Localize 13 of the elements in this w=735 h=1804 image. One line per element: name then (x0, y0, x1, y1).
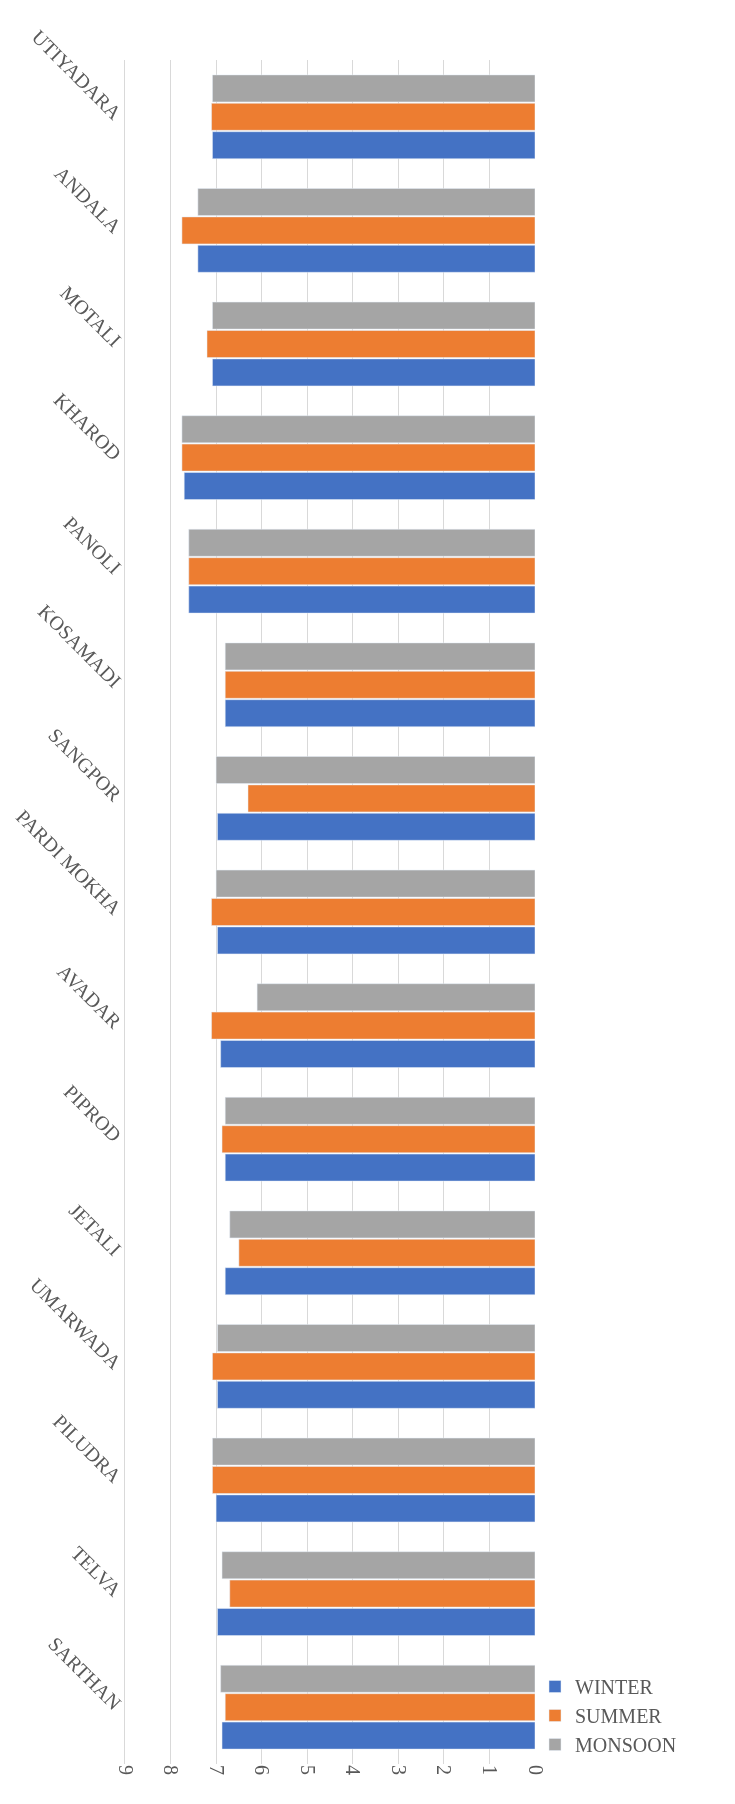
x-tick-label: 1 (478, 1765, 501, 1775)
x-tick-label: 5 (296, 1765, 319, 1775)
x-tick-label: 2 (433, 1765, 456, 1775)
x-tick-label: 6 (251, 1765, 274, 1775)
legend-label: WINTER (575, 1676, 654, 1699)
x-tick-label: 0 (524, 1765, 547, 1775)
x-tick-label: 9 (114, 1765, 137, 1775)
x-tick-label: 4 (342, 1765, 365, 1775)
x-tick-label: 8 (160, 1765, 183, 1775)
legend-label: MONSOON (575, 1734, 677, 1757)
x-tick-label: 7 (205, 1765, 228, 1775)
x-tick-label: 3 (387, 1765, 410, 1775)
legend-label: SUMMER (575, 1705, 663, 1728)
